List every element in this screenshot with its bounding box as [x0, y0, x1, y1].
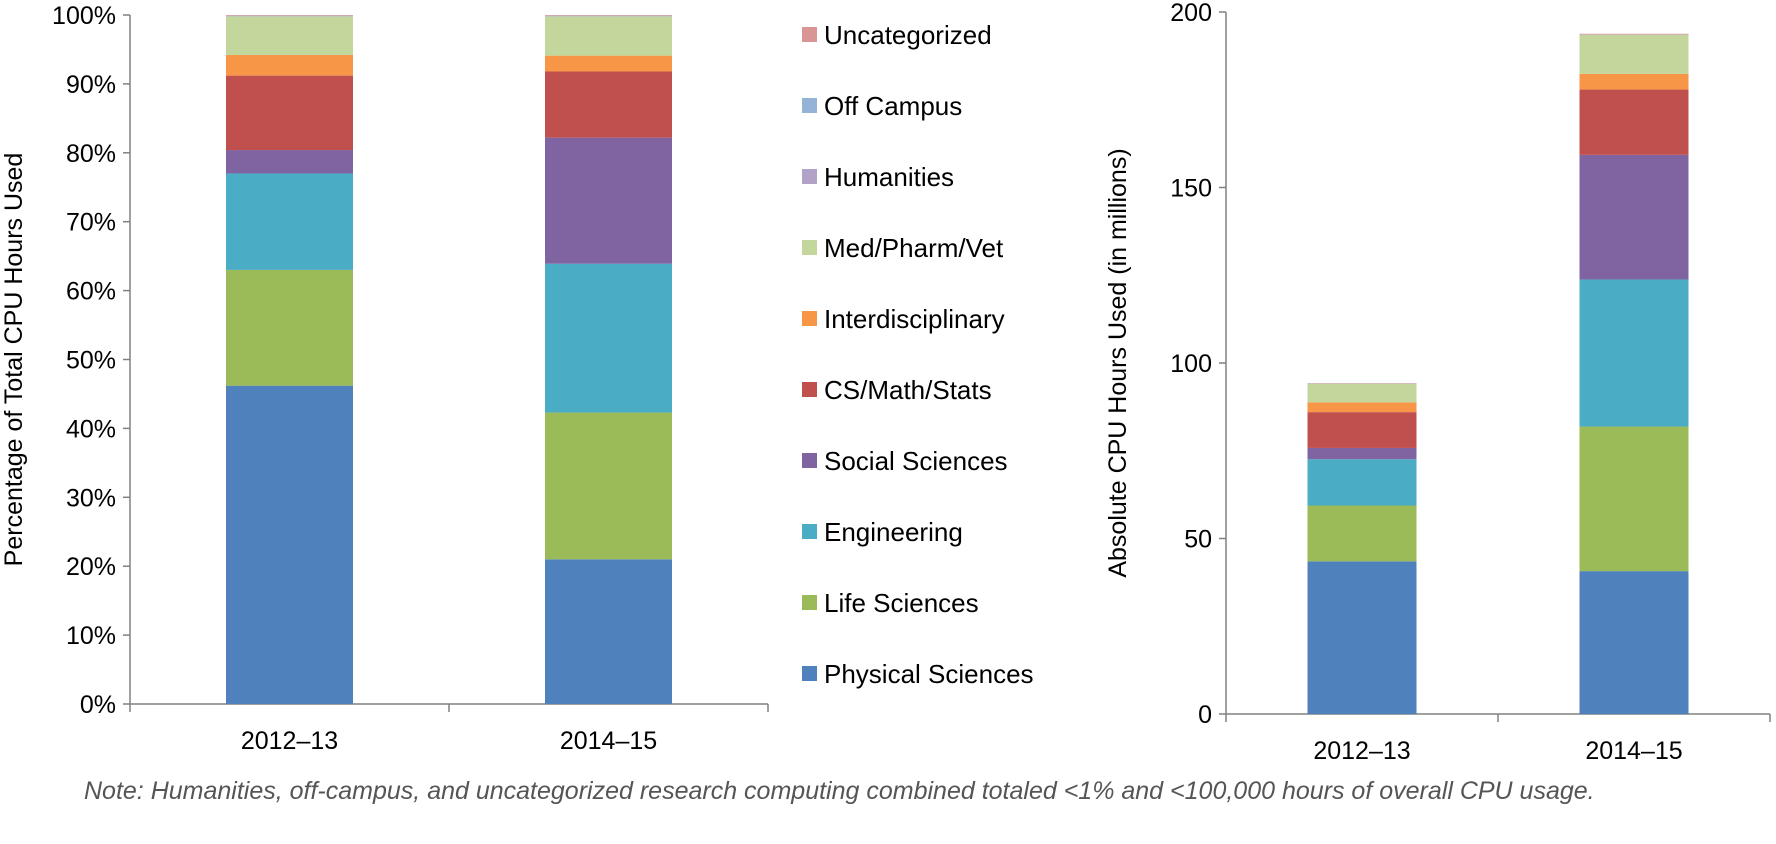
- bar-segment-med-pharm-vet-2012-13: [226, 16, 353, 55]
- percentage-stacked-bar-chart: 0% 10% 20% 30% 40% 50% 60% 70% 80% 90% 100% 2012–13…: [0, 2, 769, 755]
- bar-segment-social-sciences-2014-15: [545, 137, 672, 264]
- y-tick-label: 50%: [66, 347, 116, 375]
- bar-segment-engineering-2012-13: [226, 173, 353, 270]
- bar-segment-physical-sciences-2012-13: [226, 385, 353, 704]
- y-tick-label: 200: [1170, 0, 1212, 27]
- y-axis-title: Absolute CPU Hours Used (in millions): [1104, 148, 1132, 577]
- footnote: Note: Humanities, off-campus, and uncate…: [84, 777, 1595, 805]
- bar-segment-cs-math-stats-2014-15: [545, 71, 672, 138]
- legend-swatch-cs-math-stats: [802, 382, 817, 397]
- y-tick-label: 50: [1184, 526, 1212, 554]
- bar-segment-physical-sciences-2012-13: [1307, 561, 1417, 714]
- bar-segment-life-sciences-2014-15: [545, 412, 672, 560]
- bar-segment-interdisciplinary-2014-15: [545, 55, 672, 72]
- bar-segment-uncategorized-2014-15: [1579, 33, 1689, 35]
- legend-swatch-med-pharm-vet: [802, 240, 817, 255]
- legend-swatch-social-sciences: [802, 453, 817, 468]
- y-tick-label: 0%: [80, 691, 116, 719]
- bar-segment-engineering-2012-13: [1307, 459, 1417, 506]
- legend-label-off-campus: Off Campus: [824, 91, 962, 121]
- legend-swatch-engineering: [802, 524, 817, 539]
- bar-segment-interdisciplinary-2012-13: [226, 54, 353, 76]
- legend-label-social-sciences: Social Sciences: [824, 446, 1008, 476]
- bar-segment-med-pharm-vet-2014-15: [1579, 34, 1689, 74]
- bar-segment-med-pharm-vet-2012-13: [1307, 383, 1417, 403]
- legend-swatch-uncategorized: [802, 27, 817, 42]
- y-tick-label: 90%: [66, 71, 116, 99]
- x-tick-label: 2012–13: [241, 727, 338, 755]
- bar-segment-life-sciences-2012-13: [226, 269, 353, 386]
- y-tick-label: 20%: [66, 553, 116, 581]
- bar-segment-engineering-2014-15: [1579, 279, 1689, 427]
- legend-label-med-pharm-vet: Med/Pharm/Vet: [824, 233, 1004, 263]
- bar-segment-cs-math-stats-2012-13: [1307, 412, 1417, 448]
- bar-segment-engineering-2014-15: [545, 263, 672, 413]
- y-tick-label: 60%: [66, 278, 116, 306]
- bar-segment-social-sciences-2012-13: [1307, 447, 1417, 460]
- legend-label-engineering: Engineering: [824, 517, 963, 547]
- y-tick-label: 10%: [66, 622, 116, 650]
- bar-segment-physical-sciences-2014-15: [1579, 571, 1689, 714]
- chart-legend: Uncategorized Off Campus Humanities Med/Pha…: [802, 20, 1034, 689]
- bar-segment-life-sciences-2014-15: [1579, 426, 1689, 572]
- legend-label-cs-math-stats: CS/Math/Stats: [824, 375, 992, 405]
- x-tick-label: 2012–13: [1313, 737, 1410, 765]
- y-tick-label: 100%: [52, 2, 116, 30]
- absolute-stacked-bar-chart: 0 50 100 150 200 2012–13 2014–15 Absolute CPU H…: [1104, 0, 1771, 765]
- x-tick-label: 2014–15: [560, 727, 657, 755]
- bar-segment-social-sciences-2012-13: [226, 150, 353, 174]
- legend-swatch-off-campus: [802, 98, 817, 113]
- bar-segment-interdisciplinary-2014-15: [1579, 73, 1689, 90]
- bar-segment-social-sciences-2014-15: [1579, 154, 1689, 280]
- legend-label-interdisciplinary: Interdisciplinary: [824, 304, 1005, 334]
- y-tick-label: 150: [1170, 175, 1212, 203]
- legend-label-humanities: Humanities: [824, 162, 954, 192]
- bar-segment-cs-math-stats-2014-15: [1579, 89, 1689, 155]
- y-tick-label: 70%: [66, 209, 116, 237]
- bar-segment-med-pharm-vet-2014-15: [545, 16, 672, 56]
- legend-swatch-life-sciences: [802, 595, 817, 610]
- y-tick-label: 30%: [66, 484, 116, 512]
- legend-swatch-humanities: [802, 169, 817, 184]
- bar-segment-life-sciences-2012-13: [1307, 505, 1417, 562]
- legend-label-life-sciences: Life Sciences: [824, 588, 979, 618]
- bar-segment-uncategorized-2012-13: [226, 15, 353, 16]
- bar-segment-interdisciplinary-2012-13: [1307, 402, 1417, 413]
- legend-label-physical-sciences: Physical Sciences: [824, 659, 1034, 689]
- legend-swatch-physical-sciences: [802, 666, 817, 681]
- bar-segment-uncategorized-2014-15: [545, 15, 672, 16]
- y-tick-label: 40%: [66, 415, 116, 443]
- bar-segment-cs-math-stats-2012-13: [226, 75, 353, 151]
- y-axis-title: Percentage of Total CPU Hours Used: [0, 153, 28, 567]
- y-tick-label: 100: [1170, 350, 1212, 378]
- bar-segment-physical-sciences-2014-15: [545, 559, 672, 704]
- legend-label-uncategorized: Uncategorized: [824, 20, 992, 50]
- y-tick-label: 0: [1198, 701, 1212, 729]
- y-tick-label: 80%: [66, 140, 116, 168]
- x-tick-label: 2014–15: [1585, 737, 1682, 765]
- legend-swatch-interdisciplinary: [802, 311, 817, 326]
